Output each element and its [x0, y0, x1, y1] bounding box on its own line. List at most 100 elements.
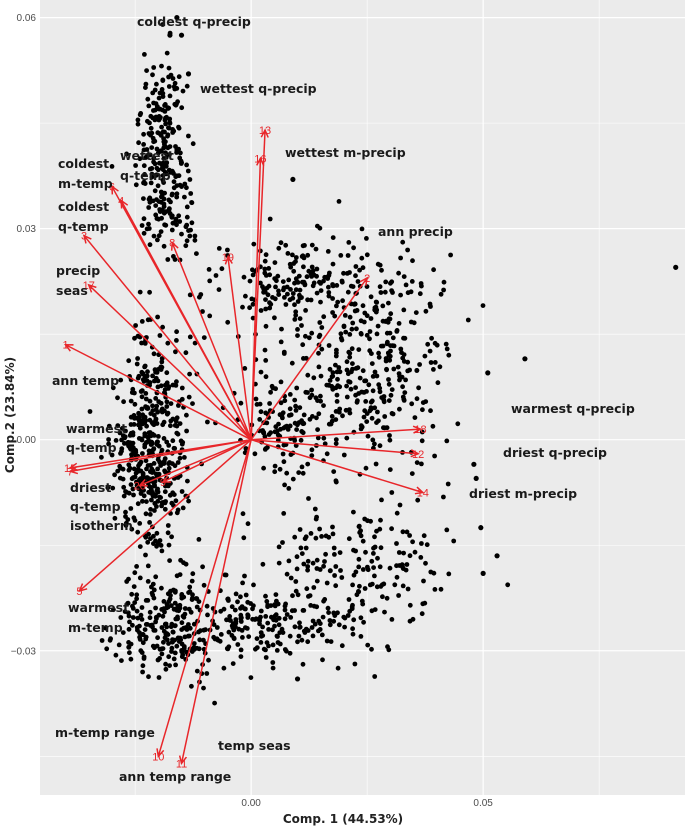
y-tick-label: −0.03 — [11, 646, 37, 657]
data-point — [136, 373, 142, 379]
variable-label: m-temp range — [55, 725, 155, 740]
data-point — [405, 586, 411, 592]
data-point — [317, 320, 323, 325]
data-point — [159, 359, 165, 365]
data-point — [150, 581, 156, 587]
data-point — [325, 249, 331, 254]
loading-arrow-3: 3 — [81, 231, 252, 441]
data-point — [400, 384, 405, 390]
data-point — [194, 668, 200, 674]
data-point — [176, 74, 182, 80]
data-point — [325, 276, 331, 281]
data-point — [273, 284, 278, 290]
data-point — [359, 255, 365, 261]
data-point — [310, 560, 316, 566]
data-point — [170, 629, 176, 635]
data-point — [272, 469, 278, 475]
data-point — [169, 534, 175, 540]
data-point — [261, 430, 266, 435]
data-point — [288, 412, 294, 418]
data-point — [165, 340, 171, 346]
data-point — [347, 379, 353, 385]
data-point — [295, 333, 300, 338]
data-point — [141, 230, 147, 236]
data-point — [174, 338, 179, 343]
data-point — [185, 168, 191, 174]
data-point — [186, 590, 192, 595]
data-point — [186, 394, 192, 400]
data-point — [179, 489, 185, 494]
data-point — [344, 394, 350, 400]
data-point — [221, 665, 227, 671]
data-point — [133, 323, 139, 328]
data-point — [251, 603, 256, 609]
data-point — [183, 243, 189, 249]
data-point — [446, 352, 452, 358]
data-point — [132, 600, 138, 605]
data-point — [132, 570, 138, 576]
data-point — [351, 509, 356, 515]
data-point — [361, 414, 367, 420]
data-point — [112, 515, 118, 521]
data-point — [346, 349, 352, 355]
data-point — [292, 397, 298, 403]
data-point — [219, 266, 225, 272]
data-point — [169, 639, 175, 645]
data-point — [165, 523, 171, 528]
data-point — [157, 333, 163, 338]
data-point — [332, 552, 337, 557]
data-point — [155, 486, 161, 492]
data-point — [421, 533, 427, 539]
data-point — [266, 627, 271, 632]
data-point — [166, 384, 172, 389]
loading-arrow-2: 2 — [250, 273, 370, 441]
data-point — [429, 335, 434, 341]
data-point — [240, 511, 246, 517]
data-point — [350, 631, 356, 637]
data-point — [305, 564, 311, 569]
data-point — [111, 607, 116, 613]
data-point — [279, 326, 284, 332]
data-point — [131, 584, 137, 589]
data-point — [431, 267, 436, 273]
data-point — [276, 245, 282, 251]
data-point — [226, 598, 231, 603]
data-point — [297, 405, 303, 410]
data-point — [389, 387, 395, 392]
data-point — [120, 630, 126, 635]
data-point — [207, 313, 213, 319]
variable-label: q-temp — [70, 499, 121, 514]
data-point — [174, 379, 179, 385]
data-point — [331, 610, 337, 616]
data-point — [109, 164, 115, 169]
data-point — [432, 453, 437, 459]
data-point — [285, 251, 291, 256]
scatter-points — [87, 14, 679, 706]
data-point — [148, 180, 154, 186]
data-point — [130, 603, 135, 609]
data-point — [166, 207, 172, 213]
data-point — [374, 300, 380, 305]
data-point — [160, 129, 166, 135]
data-point — [367, 329, 373, 334]
data-point — [335, 376, 340, 382]
data-point — [196, 629, 202, 635]
data-point — [348, 283, 354, 289]
data-point — [355, 279, 361, 284]
data-point — [364, 332, 370, 338]
arrow-number: 20 — [134, 480, 146, 492]
data-point — [130, 475, 136, 481]
data-point — [110, 485, 116, 491]
data-point — [276, 292, 282, 297]
data-point — [238, 654, 244, 659]
data-point — [344, 435, 350, 441]
data-point — [388, 311, 394, 317]
data-point — [353, 569, 359, 575]
data-point — [339, 643, 345, 649]
data-point — [123, 514, 128, 519]
data-point — [293, 443, 299, 448]
data-point — [396, 550, 402, 555]
data-point — [164, 370, 170, 376]
data-point — [245, 613, 251, 619]
